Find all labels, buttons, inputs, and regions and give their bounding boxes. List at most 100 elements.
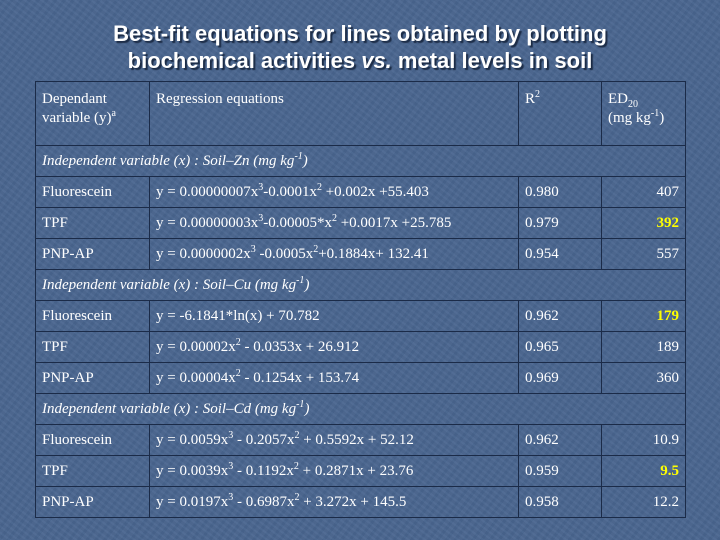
equation-text: + 3.272x + 145.5 <box>299 493 407 510</box>
section-label: Independent variable (x) : Soil–Cu (mg k… <box>35 269 686 301</box>
equation-cell: y = 0.0197x3 - 0.6987x2 + 3.272x + 145.5 <box>149 486 519 518</box>
equation-text: y = 0.00000003x <box>156 214 259 231</box>
header-r-label: R <box>525 91 536 107</box>
equation-text: + 0.5592x + 52.12 <box>299 431 414 448</box>
equation-text: y = 0.00002x <box>156 338 236 355</box>
equation-exponent: 2 <box>235 367 241 379</box>
header-dependent-line1: Dependant <box>42 91 107 107</box>
equation-exponent: 2 <box>294 491 300 503</box>
equation-text: - 0.2057x <box>233 431 295 448</box>
header-ed-label: ED <box>608 91 628 107</box>
equation-cell: y = 0.00000007x3-0.0001x2 +0.002x +55.40… <box>149 176 519 208</box>
variable-cell: PNP-AP <box>35 362 150 394</box>
equation-exponent: 3 <box>250 243 256 255</box>
equation-text: -0.0005x <box>255 245 314 262</box>
equation-text: y = 0.0039x <box>156 462 229 479</box>
equation-exponent: 2 <box>331 212 337 224</box>
header-dependent-variable: Dependant variable (y)a <box>35 81 150 146</box>
equation-cell: y = -6.1841*ln(x) + 70.782 <box>149 300 519 332</box>
header-regression-equations: Regression equations <box>149 81 519 146</box>
equation-text: -0.00005*x <box>263 214 332 231</box>
equation-cell: y = 0.0059x3 - 0.2057x2 + 0.5592x + 52.1… <box>149 424 519 456</box>
table-row: Fluorescein y = -6.1841*ln(x) + 70.782 0.9… <box>35 300 686 332</box>
equation-exponent: 3 <box>228 460 234 472</box>
variable-cell: TPF <box>35 331 150 363</box>
table-row: PNP-AP y = 0.0000002x3 -0.0005x2+0.1884x+… <box>35 238 686 270</box>
header-dependent-line2: variable (y) <box>42 110 112 126</box>
header-unit-sup: -1 <box>650 108 660 119</box>
variable-cell: PNP-AP <box>35 486 150 518</box>
table-row: TPF y = 0.0039x3 - 0.1192x2 + 0.2871x + 2… <box>35 455 686 487</box>
section-label-close: ) <box>304 400 310 417</box>
equation-exponent: 3 <box>258 212 264 224</box>
equation-text: y = -6.1841*ln(x) + 70.782 <box>156 307 320 324</box>
equation-exponent: 3 <box>228 491 234 503</box>
equation-text: y = 0.00004x <box>156 369 236 386</box>
equation-exponent: 3 <box>258 181 264 193</box>
ed20-cell: 179 <box>601 300 686 332</box>
equation-text: +0.0017x +25.785 <box>336 214 452 231</box>
equation-cell: y = 0.00004x2 - 0.1254x + 153.74 <box>149 362 519 394</box>
ed20-cell: 407 <box>601 176 686 208</box>
table-row: Fluorescein y = 0.00000007x3-0.0001x2 +0.… <box>35 176 686 208</box>
ed20-cell: 10.9 <box>601 424 686 456</box>
section-label-text: Independent variable (x) : Soil–Cd (mg k… <box>42 400 297 417</box>
equation-exponent: 3 <box>228 429 234 441</box>
equation-cell: y = 0.0039x3 - 0.1192x2 + 0.2871x + 23.7… <box>149 455 519 487</box>
equation-exponent: 2 <box>293 460 299 472</box>
table-row: TPF y = 0.00000003x3-0.00005*x2 +0.0017x … <box>35 207 686 239</box>
r-squared-cell: 0.958 <box>518 486 602 518</box>
r-squared-cell: 0.954 <box>518 238 602 270</box>
ed20-cell: 360 <box>601 362 686 394</box>
equation-text: y = 0.0000002x <box>156 245 251 262</box>
variable-cell: PNP-AP <box>35 238 150 270</box>
section-label-sup: -1 <box>296 274 305 286</box>
title-line-2: biochemical activities vs. metal levels … <box>0 47 720 74</box>
title-line-2-pre: biochemical activities <box>127 48 362 73</box>
r-squared-cell: 0.969 <box>518 362 602 394</box>
regression-table-body: Dependant variable (y)a Regression equati… <box>35 81 686 518</box>
table-row: PNP-AP y = 0.00004x2 - 0.1254x + 153.74 0.… <box>35 362 686 394</box>
header-ed20: ED20 (mg kg-1) <box>601 81 686 146</box>
title-line-1: Best-fit equations for lines obtained by… <box>113 21 607 46</box>
equation-text: - 0.0353x + 26.912 <box>240 338 360 355</box>
equation-text: - 0.1192x <box>233 462 294 479</box>
equation-text: + 0.2871x + 23.76 <box>298 462 414 479</box>
section-label-close: ) <box>304 276 310 293</box>
ed20-cell: 392 <box>601 207 686 239</box>
equation-text: - 0.6987x <box>233 493 295 510</box>
slide-title: Best-fit equations for lines obtained by… <box>0 20 720 74</box>
equation-text: - 0.1254x + 153.74 <box>240 369 360 386</box>
ed20-cell: 9.5 <box>601 455 686 487</box>
equation-text: +0.1884x+ 132.41 <box>318 245 429 262</box>
equation-text: y = 0.0059x <box>156 431 229 448</box>
r-squared-cell: 0.962 <box>518 424 602 456</box>
ed20-cell: 12.2 <box>601 486 686 518</box>
table-row: PNP-AP y = 0.0197x3 - 0.6987x2 + 3.272x +… <box>35 486 686 518</box>
section-label-text: Independent variable (x) : Soil–Zn (mg k… <box>42 152 295 169</box>
equation-text: -0.0001x <box>263 183 317 200</box>
section-row: Independent variable (x) : Soil–Cd (mg k… <box>35 393 686 425</box>
section-label: Independent variable (x) : Soil–Zn (mg k… <box>35 145 686 177</box>
equation-cell: y = 0.00002x2 - 0.0353x + 26.912 <box>149 331 519 363</box>
variable-cell: Fluorescein <box>35 424 150 456</box>
section-label-close: ) <box>302 152 308 169</box>
section-row: Independent variable (x) : Soil–Cu (mg k… <box>35 269 686 301</box>
equation-cell: y = 0.00000003x3-0.00005*x2 +0.0017x +25… <box>149 207 519 239</box>
header-ed-sub: 20 <box>628 99 638 110</box>
header-unit-post: ) <box>659 110 665 126</box>
r-squared-cell: 0.959 <box>518 455 602 487</box>
r-squared-cell: 0.979 <box>518 207 602 239</box>
variable-cell: Fluorescein <box>35 176 150 208</box>
header-row: Dependant variable (y)a Regression equati… <box>35 81 686 146</box>
variable-cell: TPF <box>35 455 150 487</box>
equation-exponent: 2 <box>316 181 322 193</box>
equation-text: y = 0.0197x <box>156 493 229 510</box>
equation-exponent: 2 <box>313 243 319 255</box>
title-line-2-post: metal levels in soil <box>391 48 593 73</box>
section-label-text: Independent variable (x) : Soil–Cu (mg k… <box>42 276 297 293</box>
r-squared-cell: 0.962 <box>518 300 602 332</box>
header-unit-pre: (mg kg <box>608 110 651 126</box>
variable-cell: TPF <box>35 207 150 239</box>
header-r-sup: 2 <box>535 89 541 100</box>
